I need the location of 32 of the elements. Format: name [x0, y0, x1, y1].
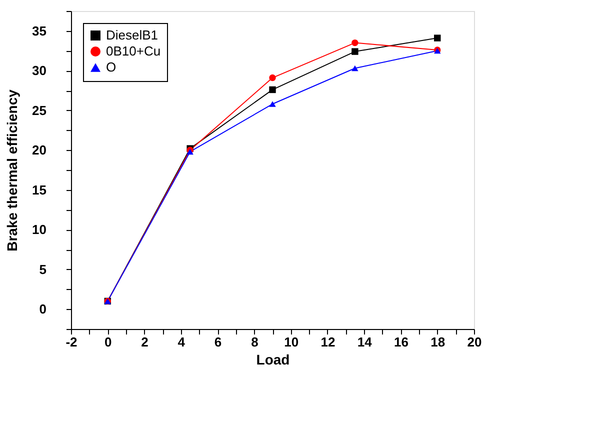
x-tick-label: 14	[357, 334, 373, 350]
y-tick-label: 15	[32, 182, 46, 198]
x-tick-label: -2	[66, 334, 78, 350]
x-tick-label: 10	[284, 334, 299, 350]
x-tick-label: 18	[430, 334, 446, 350]
y-tick-label: 5	[39, 262, 46, 277]
y-tick-label: 20	[32, 142, 46, 158]
point	[352, 39, 358, 46]
x-tick-label: 0	[104, 334, 112, 350]
legend-label: 0B10+Cu	[106, 44, 161, 58]
y-tick-label: 10	[32, 222, 46, 238]
y-tick-label: 25	[32, 102, 46, 118]
point	[352, 48, 358, 55]
point	[269, 86, 276, 94]
y-tick-label: 30	[32, 63, 46, 78]
x-tick-label: 20	[467, 334, 482, 350]
legend-label: DieselB1	[106, 28, 158, 42]
x-tick-label: 2	[141, 334, 148, 350]
legend-label: O	[106, 60, 116, 74]
y-axis-title: Brake thermal efficiency	[4, 89, 20, 252]
x-tick-label: 6	[214, 334, 222, 350]
y-tick-label: 35	[32, 23, 46, 38]
x-tick-label: 12	[320, 334, 336, 350]
point	[434, 34, 441, 42]
point	[269, 74, 276, 82]
point	[352, 65, 358, 72]
x-tick-label: 4	[178, 334, 186, 350]
y-tick-label: 0	[39, 302, 46, 317]
x-axis-title: Load	[256, 352, 290, 368]
x-tick-label: 16	[394, 334, 408, 350]
x-tick-label: 8	[251, 334, 258, 350]
point	[269, 101, 276, 107]
